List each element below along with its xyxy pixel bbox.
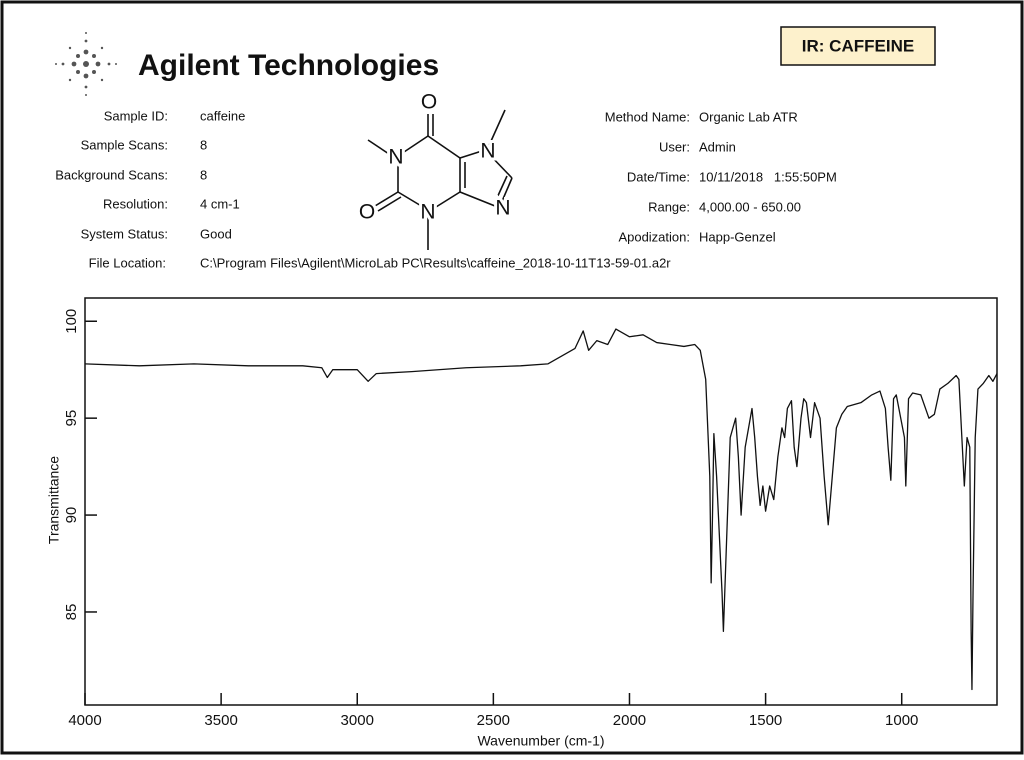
badge: IR: CAFFEINE: [802, 36, 914, 55]
y-tick-label: 90: [63, 507, 80, 524]
field-label: System Status:: [81, 226, 168, 241]
plot: 4000 3500 3000 2500 2000 1500 1000 85 90 95 100 Wav…: [46, 309, 998, 749]
y-tick-label: 85: [63, 604, 80, 621]
structure: [367, 109, 513, 250]
badge-box: [780, 26, 936, 66]
field-label: Range:: [648, 199, 690, 214]
x-tick-label: 1000: [885, 712, 918, 729]
logo: [55, 32, 117, 96]
field-label: Apodization:: [618, 229, 690, 244]
field-value: C:\Program Files\Agilent\MicroLab PC\Res…: [200, 255, 671, 270]
y-tick-label: 95: [63, 410, 80, 427]
field-value: 4 cm-1: [200, 196, 240, 211]
spectrum-line: [84, 328, 998, 691]
plot-frame: [84, 297, 998, 706]
field-label: Sample ID:: [104, 108, 168, 123]
field-label: Date/Time:: [627, 169, 690, 184]
field-value: Good: [200, 226, 232, 241]
brand: Agilent Technologies: [138, 49, 439, 82]
x-tick-label: 3000: [341, 712, 374, 729]
x-tick-label: 3500: [204, 712, 237, 729]
y-tick-label: 100: [63, 309, 80, 334]
field-value: 4,000.00 - 650.00: [699, 199, 801, 214]
atom-label: N: [388, 146, 403, 169]
x-tick-label: 2500: [477, 712, 510, 729]
x-tick-label: 1500: [749, 712, 782, 729]
atom-label: N: [480, 140, 495, 163]
field-label: Sample Scans:: [81, 137, 168, 152]
field-value: caffeine: [200, 108, 245, 123]
field-value: 8: [200, 167, 207, 182]
y-axis-label: Transmittance: [46, 456, 62, 544]
atom-label: N: [495, 197, 510, 220]
field-value: 8: [200, 137, 207, 152]
info: Sample ID: caffeine Sample Scans: 8 Backgrou…: [55, 108, 837, 270]
field-label: File Location:: [89, 255, 166, 270]
atom-label: O: [359, 201, 375, 224]
field-label: Background Scans:: [55, 167, 168, 182]
field-label: User:: [659, 139, 690, 154]
x-tick-label: 2000: [613, 712, 646, 729]
field-value: Happ-Genzel: [699, 229, 776, 244]
field-label: Resolution:: [103, 196, 168, 211]
field-value: Admin: [699, 139, 736, 154]
atom-label: N: [420, 201, 435, 224]
field-value: Organic Lab ATR: [699, 109, 798, 124]
field-value: 10/11/2018 1:55:50PM: [699, 169, 837, 184]
x-tick-label: 4000: [68, 712, 101, 729]
atom-label: O: [421, 91, 437, 114]
field-label: Method Name:: [605, 109, 690, 124]
x-axis-label: Wavenumber (cm-1): [477, 733, 604, 749]
